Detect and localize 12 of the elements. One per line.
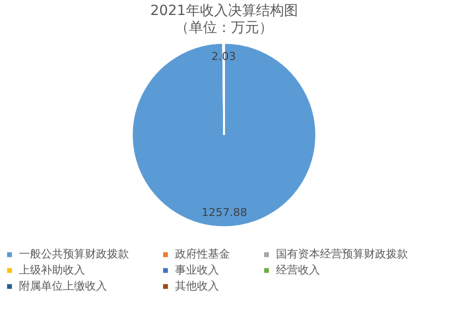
legend-label: 附属单位上缴收入	[19, 280, 107, 292]
legend-label: 上级补助收入	[19, 264, 85, 276]
chart-subtitle: （单位：万元）	[175, 20, 273, 36]
legend-label: 国有资本经营预算财政拨款	[276, 248, 408, 261]
legend-label: 政府性基金	[175, 248, 230, 261]
pie-slice	[131, 42, 317, 228]
data-label: 1257.88	[202, 206, 248, 219]
legend-label: 一般公共预算财政拨款	[19, 248, 129, 261]
legend-label: 其他收入	[175, 280, 219, 292]
legend-label: 事业收入	[175, 264, 219, 276]
legend-label: 经营收入	[276, 264, 320, 276]
chart-title: 2021年收入决算结构图	[150, 3, 298, 19]
